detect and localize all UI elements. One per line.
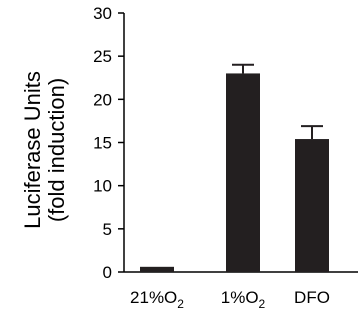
y-tick-label: 5 xyxy=(103,220,112,239)
y-tick-label: 0 xyxy=(103,263,112,282)
y-tick-label: 10 xyxy=(93,177,112,196)
x-tick-label: DFO xyxy=(294,288,330,307)
x-axis: 21%O2 1%O2 DFO xyxy=(124,271,358,311)
bars xyxy=(140,63,329,272)
y-tick-label: 20 xyxy=(93,90,112,109)
y-tick-label: 25 xyxy=(93,47,112,66)
y-axis-label-line2: (fold induction) xyxy=(44,78,69,222)
x-tick-label: 21%O2 xyxy=(130,288,184,311)
y-axis-label-line1: Luciferase Units xyxy=(20,71,45,229)
y-axis-label: Luciferase Units (fold induction) xyxy=(20,71,69,229)
bar xyxy=(140,266,174,272)
y-axis: 0 5 10 15 20 25 30 xyxy=(93,4,125,282)
y-tick-label: 15 xyxy=(93,134,112,153)
x-tick-label: 1%O2 xyxy=(221,288,266,311)
bar xyxy=(295,139,329,272)
bar xyxy=(226,73,260,272)
y-tick-label: 30 xyxy=(93,4,112,23)
